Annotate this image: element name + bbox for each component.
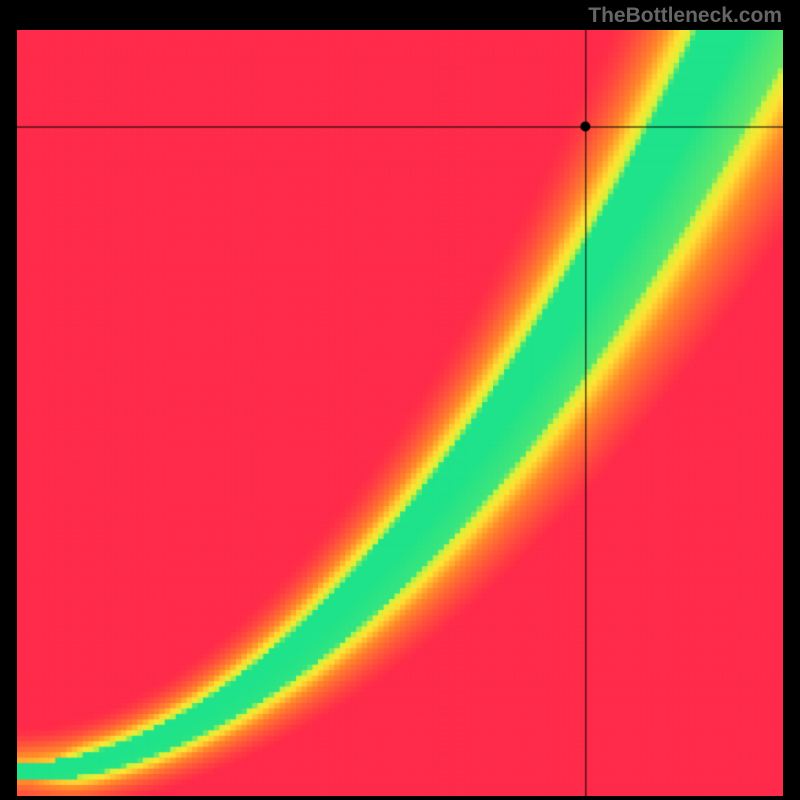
heatmap-canvas — [17, 30, 783, 796]
watermark-text: TheBottleneck.com — [588, 4, 782, 28]
heatmap-plot — [17, 30, 783, 796]
